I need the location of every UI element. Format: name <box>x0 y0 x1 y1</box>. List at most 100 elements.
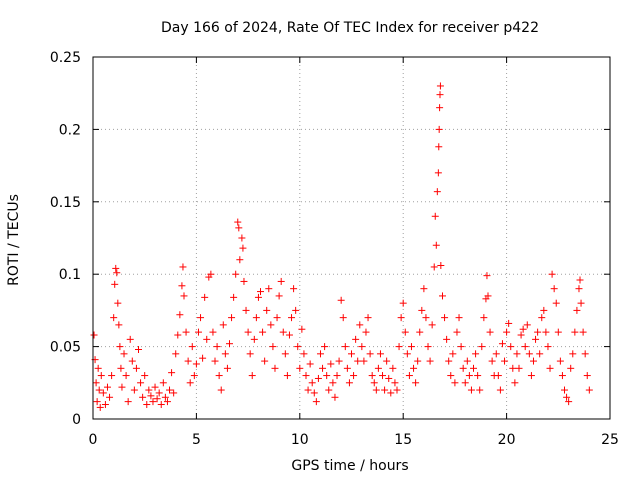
x-tick-label: 15 <box>394 432 412 448</box>
data-point <box>370 379 378 387</box>
data-point <box>174 331 182 339</box>
data-point <box>261 357 269 365</box>
data-point <box>157 401 165 409</box>
x-tick-label: 10 <box>291 432 309 448</box>
data-point <box>538 314 546 322</box>
data-point <box>416 328 424 336</box>
data-point <box>437 262 445 270</box>
data-point <box>565 398 573 406</box>
data-point <box>94 364 102 372</box>
data-point <box>467 386 475 394</box>
data-point <box>534 328 542 336</box>
data-point <box>571 328 579 336</box>
data-point <box>513 350 521 358</box>
data-point <box>579 328 587 336</box>
data-point <box>201 293 209 301</box>
data-point <box>339 314 347 322</box>
data-point <box>470 364 478 372</box>
data-point <box>536 350 544 358</box>
data-point <box>395 343 403 351</box>
data-point <box>329 379 337 387</box>
data-point <box>321 343 329 351</box>
data-point <box>426 357 434 365</box>
data-point <box>575 285 583 293</box>
data-point <box>114 299 122 307</box>
data-point <box>170 389 178 397</box>
data-point <box>383 357 391 365</box>
data-point <box>248 372 256 380</box>
data-point <box>540 306 548 314</box>
data-point <box>93 398 101 406</box>
data-point <box>288 314 296 322</box>
data-point <box>583 372 591 380</box>
data-point <box>529 357 537 365</box>
data-point <box>192 360 200 368</box>
data-point <box>433 188 441 196</box>
data-point <box>521 343 529 351</box>
data-point <box>207 270 215 278</box>
data-point <box>99 389 107 397</box>
data-point <box>242 306 250 314</box>
data-point <box>111 280 119 288</box>
data-point <box>486 328 494 336</box>
data-point <box>139 393 147 401</box>
data-point <box>134 345 142 353</box>
data-point <box>509 364 517 372</box>
data-point <box>281 350 289 358</box>
data-point <box>368 372 376 380</box>
data-point <box>110 314 118 322</box>
data-point <box>115 321 123 329</box>
data-point <box>430 263 438 271</box>
data-point <box>550 285 558 293</box>
data-point <box>112 264 120 272</box>
data-point <box>267 321 275 329</box>
data-point <box>362 328 370 336</box>
data-point <box>436 82 444 90</box>
data-point <box>132 364 140 372</box>
data-point <box>438 292 446 300</box>
data-point <box>172 350 180 358</box>
data-point <box>385 374 393 382</box>
data-point <box>225 340 233 348</box>
data-point <box>348 350 355 358</box>
data-point <box>484 292 492 300</box>
data-point <box>101 401 109 409</box>
data-point <box>435 125 443 133</box>
data-point <box>168 369 176 377</box>
data-point <box>269 343 277 351</box>
grid-lines <box>93 57 610 419</box>
data-point <box>505 319 513 327</box>
data-point <box>240 277 248 285</box>
data-point <box>488 357 496 365</box>
data-point <box>387 389 395 397</box>
data-point <box>443 335 451 343</box>
data-point <box>422 314 430 322</box>
plot-frame <box>92 56 611 420</box>
data-point <box>244 328 252 336</box>
data-point <box>277 277 285 285</box>
data-point <box>194 328 202 336</box>
data-point <box>90 331 98 339</box>
data-point <box>461 379 469 387</box>
data-point <box>441 314 449 322</box>
data-point <box>213 343 221 351</box>
data-point <box>106 393 114 401</box>
data-point <box>360 357 368 365</box>
data-point <box>389 364 397 372</box>
data-point <box>435 143 443 151</box>
data-point <box>532 335 540 343</box>
data-point <box>96 403 104 411</box>
data-point <box>480 314 488 322</box>
data-point <box>573 306 581 314</box>
data-point <box>492 350 500 358</box>
data-point <box>478 343 486 351</box>
data-point <box>108 372 116 380</box>
data-point <box>569 350 577 358</box>
data-point <box>178 282 186 290</box>
data-point <box>431 212 439 220</box>
data-point <box>151 383 159 391</box>
data-point <box>335 357 343 365</box>
data-point <box>312 398 320 406</box>
data-point <box>273 314 281 322</box>
data-point <box>401 328 409 336</box>
